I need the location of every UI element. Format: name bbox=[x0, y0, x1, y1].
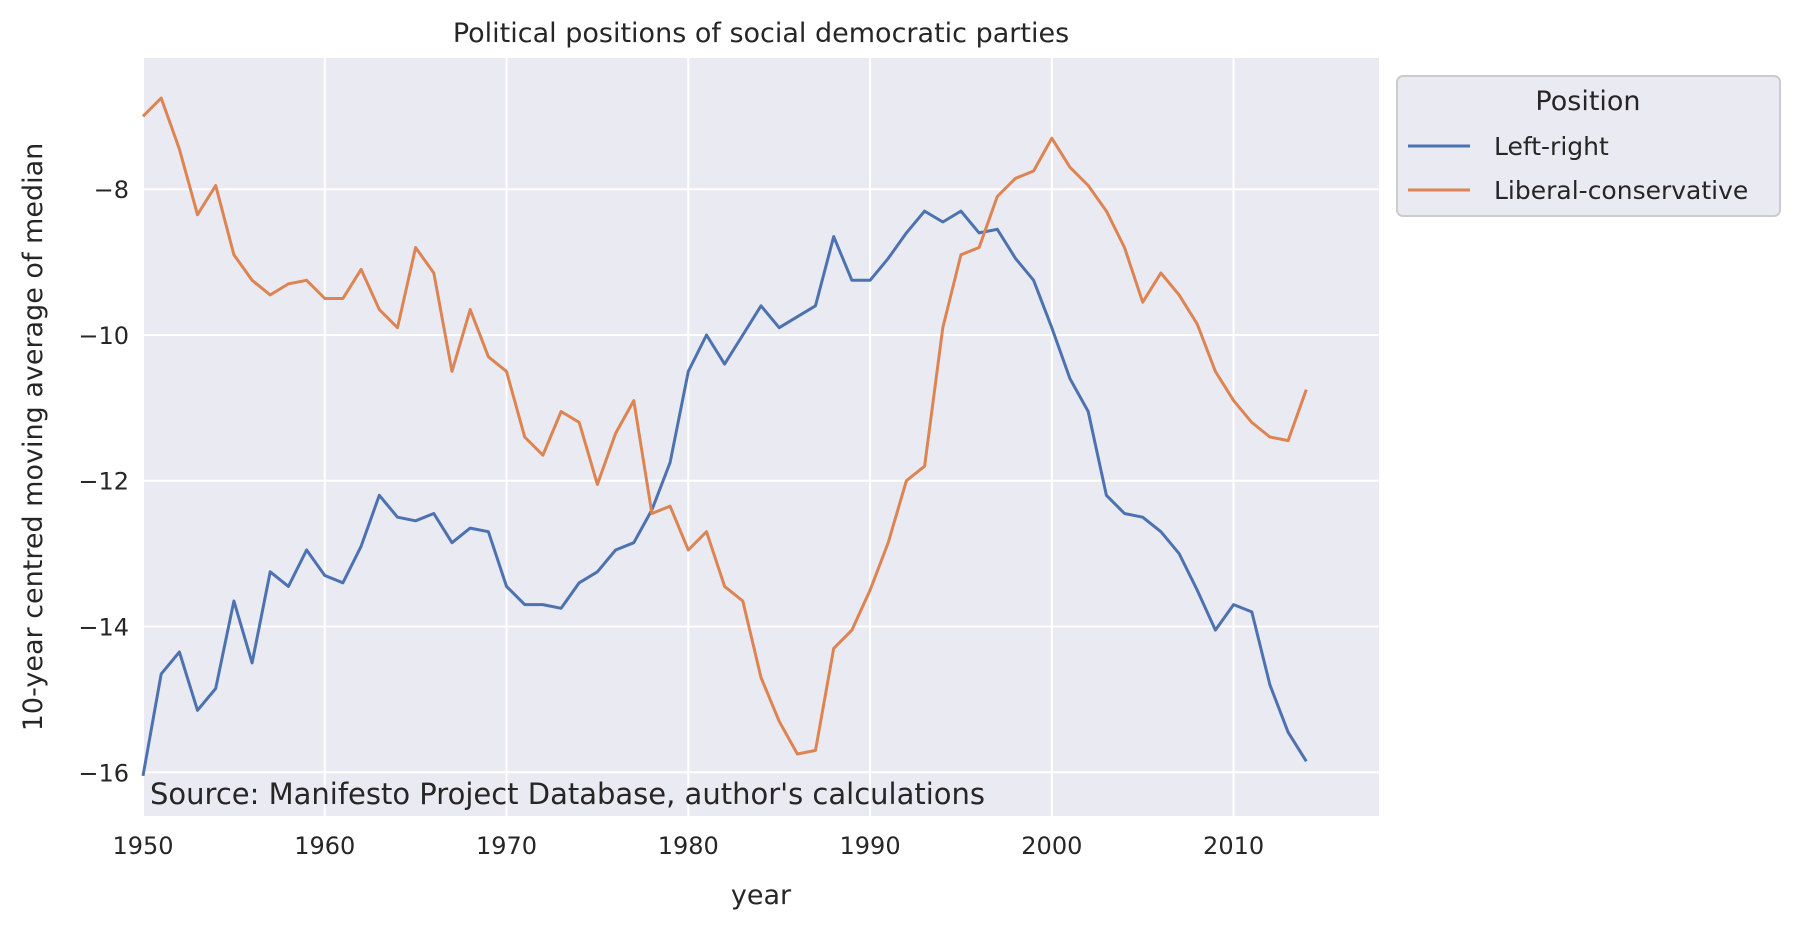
y-tick-label: −8 bbox=[94, 176, 129, 204]
y-tick-label: −14 bbox=[78, 614, 129, 642]
x-tick-label: 2010 bbox=[1203, 832, 1264, 860]
legend-box bbox=[1396, 75, 1781, 217]
x-tick-label: 1980 bbox=[658, 832, 719, 860]
source-annotation: Source: Manifesto Project Database, auth… bbox=[150, 777, 985, 811]
x-tick-label: 2000 bbox=[1021, 832, 1082, 860]
legend-entry-liberal-conservative: Liberal-conservative bbox=[1494, 176, 1748, 205]
y-tick-labels: −16 −14 −12 −10 −8 bbox=[78, 176, 129, 787]
chart-title: Political positions of social democratic… bbox=[453, 18, 1069, 49]
legend-entry-left-right: Left-right bbox=[1494, 132, 1609, 161]
grid-lines bbox=[142, 58, 1379, 816]
x-tick-label: 1970 bbox=[476, 832, 537, 860]
x-tick-labels: 1950 1960 1970 1980 1990 2000 2010 bbox=[112, 832, 1264, 860]
legend: Position Left-right Liberal-conservative bbox=[1396, 75, 1781, 217]
series-line-left-right bbox=[141, 209, 1308, 777]
y-tick-label: −10 bbox=[78, 322, 129, 350]
series-line-liberal-conservative bbox=[141, 96, 1308, 756]
y-axis-label: 10-year centred moving average of median bbox=[18, 143, 49, 732]
y-tick-label: −12 bbox=[78, 468, 129, 496]
series-lines bbox=[141, 96, 1308, 777]
plot-background bbox=[143, 58, 1379, 816]
x-tick-label: 1990 bbox=[840, 832, 901, 860]
y-tick-label: −16 bbox=[78, 759, 129, 787]
x-tick-label: 1960 bbox=[294, 832, 355, 860]
legend-title: Position bbox=[1535, 86, 1640, 117]
x-tick-label: 1950 bbox=[112, 832, 173, 860]
x-axis-label: year bbox=[731, 880, 792, 911]
